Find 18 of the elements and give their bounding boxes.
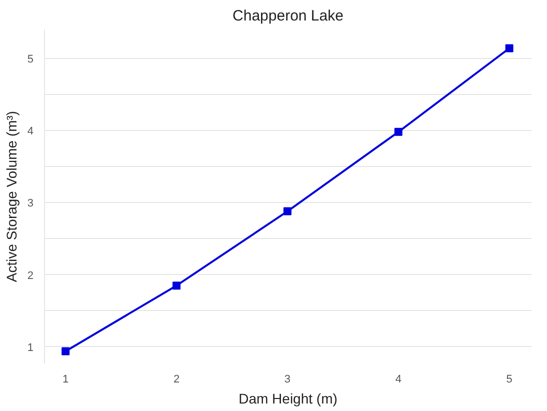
point — [283, 207, 292, 216]
point — [172, 282, 181, 290]
point — [505, 44, 514, 52]
x-tick-label: 4 — [395, 374, 402, 386]
x-tick-label: 1 — [62, 374, 69, 386]
x-tick-label: 3 — [284, 374, 291, 386]
y-tick-label: 3 — [27, 198, 34, 210]
point — [62, 347, 70, 356]
y-axis-title: Active Storage Volume (m³) — [3, 110, 20, 282]
x-tick-label: 5 — [506, 374, 512, 386]
chart-title: Chapperon Lake — [232, 8, 344, 24]
x-axis-title: Dam Height (m) — [238, 390, 338, 406]
point — [394, 128, 402, 136]
y-tick-label: 4 — [27, 125, 34, 138]
y-tick-label: 1 — [27, 342, 34, 354]
y-tick-label: 5 — [27, 53, 34, 66]
x-tick-label: 2 — [173, 374, 180, 386]
y-tick-label: 2 — [27, 270, 34, 282]
